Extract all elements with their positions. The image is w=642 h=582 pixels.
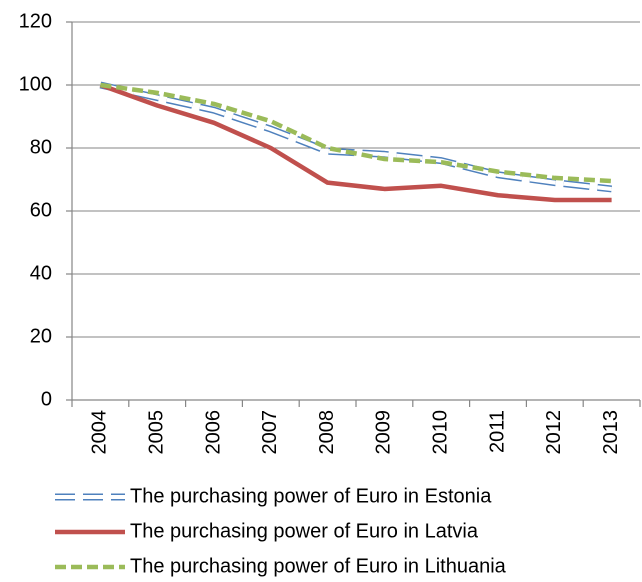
y-tick-label: 100 <box>19 73 52 95</box>
x-tick-label: 2011 <box>486 410 508 453</box>
x-tick-label: 2006 <box>202 410 224 455</box>
y-tick-label: 40 <box>30 262 52 284</box>
x-tick-label: 2007 <box>259 410 281 455</box>
x-tick-label: 2008 <box>316 410 338 455</box>
y-tick-label: 20 <box>30 325 52 347</box>
y-tick-label: 0 <box>41 388 52 410</box>
y-tick-label: 60 <box>30 199 52 221</box>
x-tick-label: 2005 <box>145 410 167 455</box>
y-tick-label: 80 <box>30 136 52 158</box>
legend-label: The purchasing power of Euro in Estonia <box>130 485 492 507</box>
series-line <box>99 82 612 203</box>
x-tick-label: 2010 <box>429 410 451 455</box>
series-line-inner <box>99 83 612 191</box>
x-tick-label: 2009 <box>373 410 395 455</box>
y-tick-label: 120 <box>19 10 52 32</box>
x-tick-label: 2013 <box>600 410 622 455</box>
series-line <box>100 82 612 184</box>
x-tick-label: 2012 <box>543 410 565 455</box>
legend-label: The purchasing power of Euro in Lithuani… <box>130 555 507 577</box>
x-tick-label: 2004 <box>89 410 111 455</box>
legend-label: The purchasing power of Euro in Latvia <box>130 520 479 542</box>
